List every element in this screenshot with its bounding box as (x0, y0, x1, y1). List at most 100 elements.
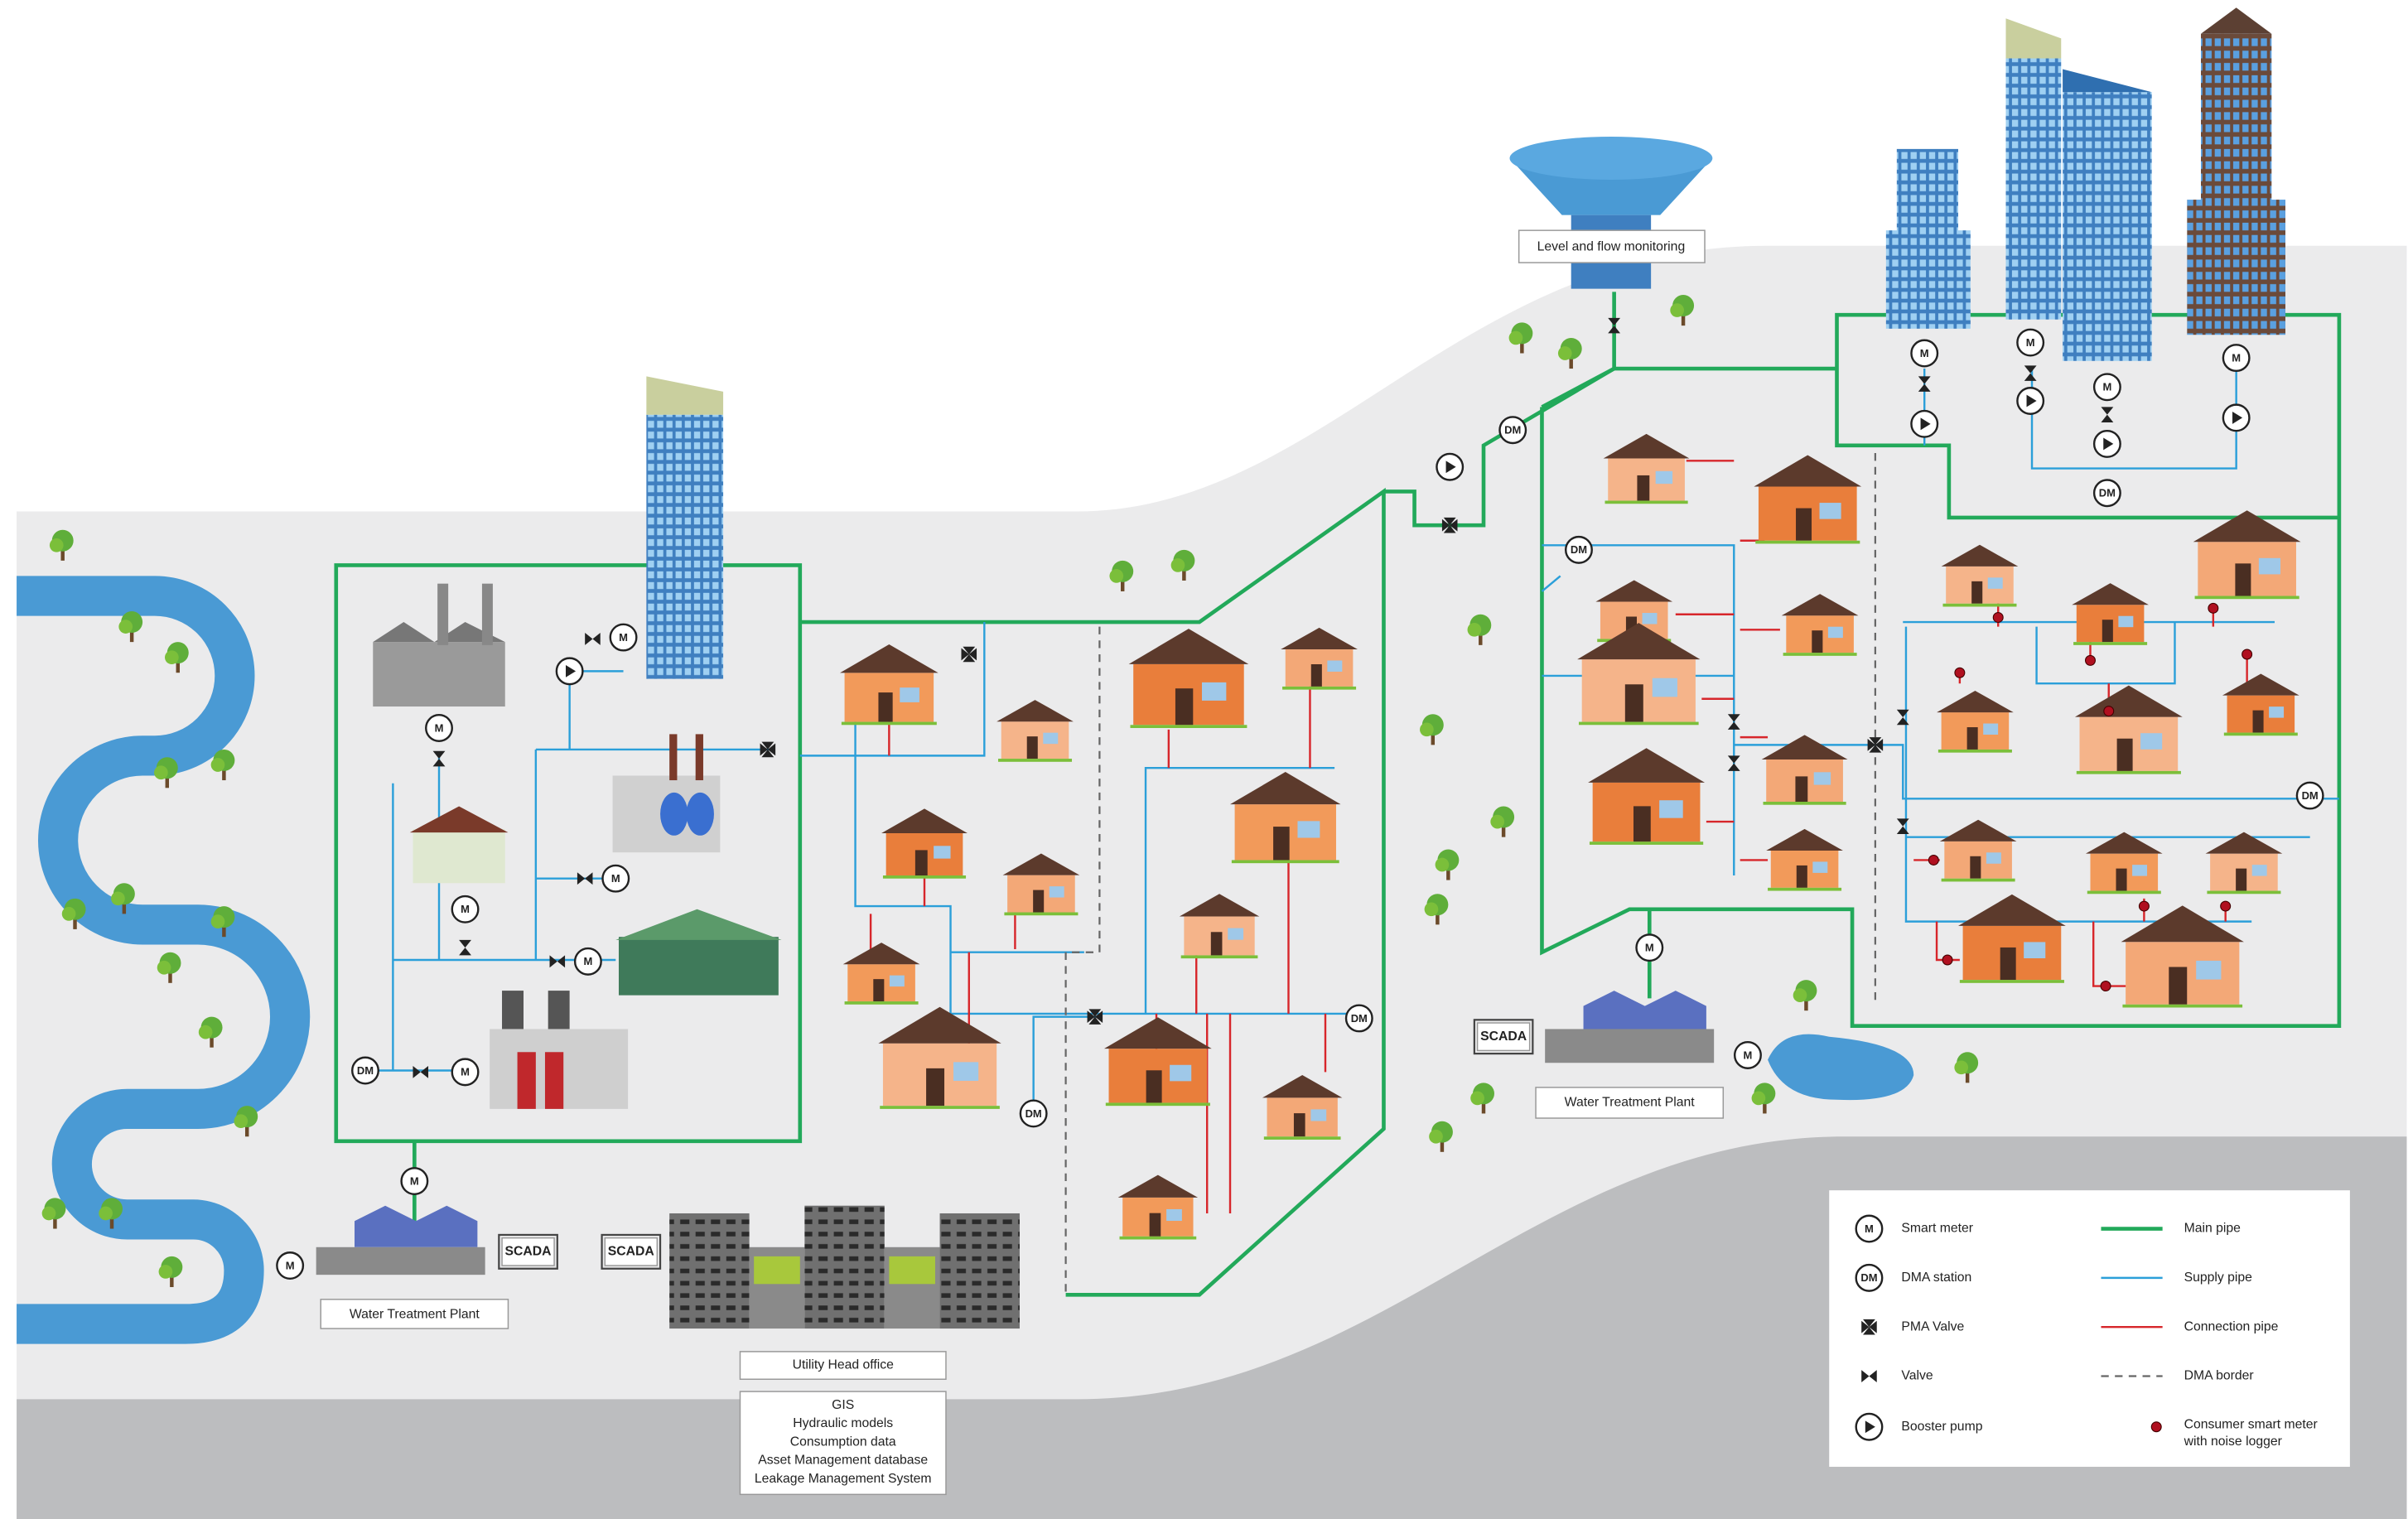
house-window (1228, 928, 1243, 940)
tree-crown (154, 765, 168, 779)
building-part (696, 734, 703, 780)
skyscraper (2005, 58, 2061, 319)
office (804, 1206, 884, 1329)
house-door (2253, 711, 2264, 733)
house-window (2024, 942, 2045, 958)
house-door (1812, 630, 1822, 653)
smart-meter: M (611, 872, 620, 885)
house-ground (880, 1106, 1000, 1109)
house-ground (1579, 722, 1699, 726)
legend-label: Smart meter (1901, 1222, 1973, 1236)
house-ground (1590, 841, 1703, 845)
noise-logger (2221, 901, 2231, 911)
tree-crown (118, 620, 133, 634)
house-window (1656, 471, 1672, 484)
tree-crown (1793, 988, 1807, 1002)
house-window (1986, 852, 2001, 863)
tree-crown (1429, 1130, 1443, 1144)
house-window (1814, 772, 1831, 784)
house-window (890, 976, 905, 986)
house-ground (1264, 1136, 1341, 1140)
noise-logger (1955, 668, 1965, 678)
house-door (2169, 967, 2187, 1004)
tree-crown (199, 1025, 213, 1039)
noise-logger (1942, 955, 1952, 965)
house-door (1311, 664, 1322, 687)
house-ground (1942, 604, 2016, 607)
tree-crown (1558, 346, 1572, 360)
house-window (1820, 503, 1841, 519)
system-item: Consumption data (790, 1435, 896, 1449)
legend-label: Booster pump (1901, 1420, 1982, 1434)
office (940, 1213, 1020, 1329)
house-door (1970, 856, 1981, 879)
tree-crown (1420, 722, 1434, 736)
tree-crown (42, 1207, 56, 1221)
smart-meter: M (583, 955, 592, 967)
building-part (518, 1052, 536, 1109)
building-part (482, 584, 493, 645)
legend-label: DMA border (2184, 1369, 2254, 1383)
tree-crown (159, 1265, 173, 1279)
smart-meter: M (1645, 942, 1654, 954)
house-window (1988, 577, 2003, 588)
house-door (2000, 948, 2016, 980)
tree-crown (1171, 558, 1185, 572)
house-door (1211, 932, 1223, 955)
building-part (754, 1256, 800, 1284)
building-part (2063, 69, 2152, 92)
house-door (1175, 688, 1193, 725)
legend-label-box: Consumer smart meter with noise logger (2184, 1416, 2338, 1456)
house-window (1327, 661, 1342, 672)
tank (687, 793, 714, 836)
legend: MSmart meterDMDMA stationPMA ValveValveB… (1829, 1190, 2350, 1467)
label: Utility Head office (793, 1358, 895, 1372)
building-part (548, 991, 570, 1029)
legend-symbol (2151, 1422, 2161, 1432)
dma-station: DM (1351, 1012, 1368, 1025)
legend-label: DMA station (1901, 1271, 1971, 1285)
house-window (934, 846, 950, 858)
house-door (2117, 739, 2133, 771)
house-ground (2224, 733, 2298, 736)
house-door (1027, 736, 1038, 759)
house-ground (1004, 913, 1078, 916)
dma-station: DM (2099, 487, 2116, 499)
smart-meter: M (619, 631, 628, 644)
tree-crown (165, 650, 179, 664)
house-door (2102, 620, 2113, 642)
office (669, 1213, 749, 1329)
building-part (437, 584, 448, 645)
house-window (2118, 616, 2133, 627)
smart-meter: M (286, 1259, 295, 1271)
legend-symbol-text: M (1865, 1222, 1874, 1235)
building-part (889, 1256, 935, 1284)
house-ground (1130, 725, 1247, 728)
house-door (915, 850, 928, 875)
tree-crown (234, 1114, 248, 1128)
system-item: Leakage Management System (755, 1472, 932, 1486)
tree-crown (211, 758, 225, 772)
page: { "labels": { "level_monitoring": "Level… (0, 0, 2408, 1519)
legend-label: Supply pipe (2184, 1271, 2253, 1285)
house-door (1033, 890, 1044, 913)
house-ground (2073, 642, 2147, 645)
house-ground (1232, 860, 1339, 863)
tree-crown (62, 907, 76, 921)
building-part (2201, 7, 2271, 34)
house-window (2140, 733, 2162, 750)
skyscraper (2201, 34, 2271, 203)
house-window (1643, 613, 1658, 624)
dma-station: DM (357, 1064, 374, 1077)
building-part (545, 1052, 563, 1109)
system-item: Asset Management database (758, 1454, 928, 1468)
network-diagram: MMMMMMMMMMMMMMDMDMDMDMDMDMDM Level and f… (0, 0, 2408, 1519)
house-window (953, 1062, 978, 1081)
house-door (878, 692, 892, 721)
house-ground (1605, 501, 1687, 504)
smart-meter: M (2102, 381, 2111, 393)
tree-crown (211, 914, 225, 928)
noise-logger (2104, 706, 2114, 716)
tree-crown (1490, 815, 1504, 829)
tree-crown (1436, 858, 1450, 872)
